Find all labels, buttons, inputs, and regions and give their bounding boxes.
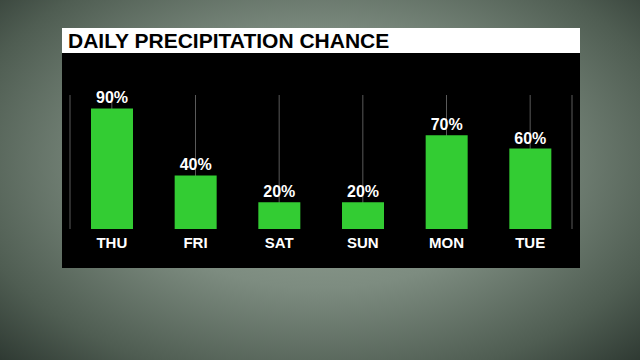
svg-text:SUN: SUN [347,234,379,251]
svg-text:60%: 60% [514,130,546,147]
svg-text:70%: 70% [431,116,463,133]
svg-text:TUE: TUE [515,234,545,251]
svg-text:THU: THU [96,234,127,251]
svg-text:MON: MON [429,234,464,251]
svg-text:20%: 20% [347,183,379,200]
svg-text:20%: 20% [263,183,295,200]
svg-text:40%: 40% [180,156,212,173]
html-text:DAILY PRECIPITATION CHANCE: DAILY PRECIPITATION CHANCE [68,29,390,52]
svg-text:90%: 90% [96,89,128,106]
svg-text:SAT: SAT [265,234,294,251]
svg-text:FRI: FRI [183,234,207,251]
